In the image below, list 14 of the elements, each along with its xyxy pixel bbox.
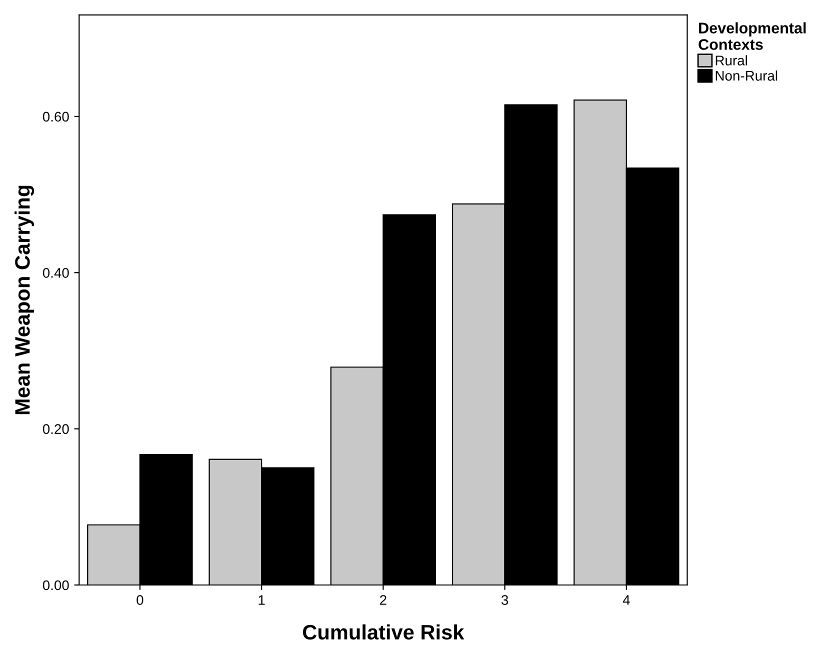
x-tick-label: 2 xyxy=(380,595,386,605)
x-tick-label: 4 xyxy=(622,595,630,605)
y-tick-label: 0.40 xyxy=(42,268,69,278)
legend-title: Developmental Contexts xyxy=(698,22,806,50)
y-tick-label: 0.60 xyxy=(42,112,69,122)
legend-label: Rural xyxy=(716,55,747,66)
y-tick-label: 0.20 xyxy=(42,424,69,434)
x-axis-title: Cumulative Risk xyxy=(302,624,464,640)
legend-label: Non-Rural xyxy=(716,70,778,81)
y-tick-label: 0.00 xyxy=(42,580,69,590)
x-tick-label: 1 xyxy=(258,595,265,605)
y-axis-title: Mean Weapon Carrying xyxy=(14,186,34,414)
x-tick-label: 3 xyxy=(501,595,508,605)
x-tick-label: 0 xyxy=(136,595,144,605)
